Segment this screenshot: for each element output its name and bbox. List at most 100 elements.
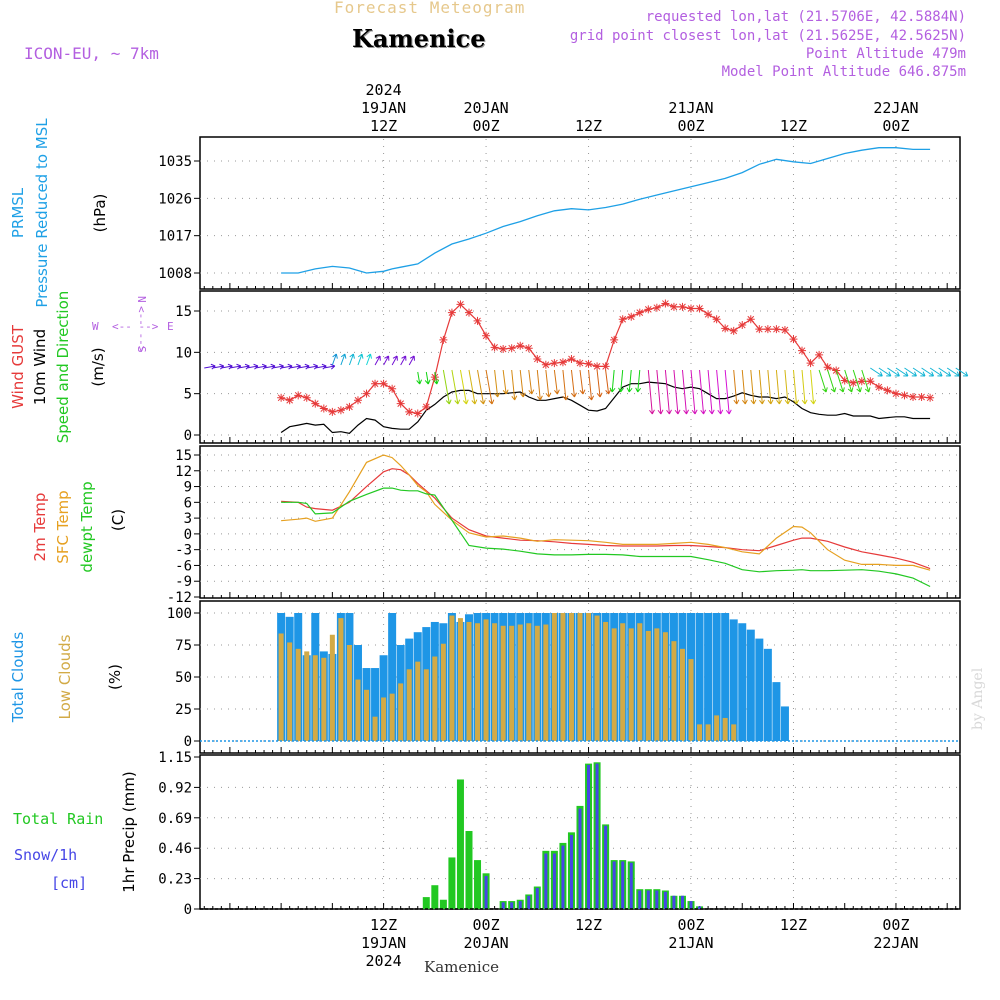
total-cloud-bar (780, 706, 789, 741)
gust-marker (311, 399, 320, 408)
low-cloud-bar (423, 669, 429, 741)
low-cloud-bar (714, 715, 720, 741)
gust-marker (661, 299, 670, 308)
compass-s: S (135, 346, 148, 353)
wind-direction-arrow (424, 371, 431, 385)
dewpoint-line (281, 487, 931, 588)
low-cloud-bar (346, 645, 352, 741)
bottom-time-label: 12Z (370, 916, 397, 934)
gust-marker (815, 350, 824, 359)
bottom-time-label: 22JAN (873, 934, 918, 952)
label-low-clouds: Low Clouds (56, 634, 74, 719)
gust-marker (900, 391, 909, 400)
gust-marker (635, 308, 644, 317)
wind-direction-arrow (844, 369, 854, 393)
rain-bar (431, 885, 439, 909)
label-wind-unit: (m/s) (89, 347, 107, 386)
wind-direction-arrow (323, 363, 336, 370)
snow-bar (484, 875, 488, 909)
low-cloud-bar (483, 619, 489, 741)
total-cloud-bar (772, 682, 781, 741)
low-cloud-bar (620, 623, 626, 741)
snow-bar (510, 902, 514, 909)
total-cloud-bar (371, 668, 380, 741)
rain-bar (465, 831, 473, 909)
low-cloud-bar (645, 630, 651, 741)
wind-direction-arrow (511, 369, 518, 401)
compass-w: W (92, 320, 99, 333)
gust-marker (499, 345, 508, 354)
snow-bar (544, 853, 548, 909)
grid-coords: grid point closest lon,lat (21.5625E, 42… (569, 28, 966, 44)
grid-lines (194, 139, 960, 910)
wind-direction-arrow (579, 369, 586, 395)
gust-marker (379, 379, 388, 388)
gust-marker (644, 305, 653, 314)
gust-marker (806, 359, 815, 368)
low-cloud-bar (551, 613, 557, 741)
label-total-clouds: Total Clouds (9, 632, 27, 724)
low-cloud-bar (705, 724, 711, 741)
total-cloud-bar (729, 619, 738, 741)
wind-direction-arrow (946, 367, 960, 377)
label-10m-wind: 10m Wind (31, 329, 49, 405)
y-tick-label-temperature: 0 (184, 527, 192, 543)
bottom-time-label: 19JAN (361, 934, 406, 952)
gust-marker (319, 404, 328, 413)
wind-direction-arrow (545, 369, 552, 398)
low-cloud-bar (500, 625, 506, 741)
gust-marker (447, 308, 456, 317)
y-tick-label-wind: 5 (184, 387, 192, 403)
gust-marker (678, 302, 687, 311)
low-cloud-bar (432, 656, 438, 741)
gust-marker (584, 359, 593, 368)
gust-marker (738, 321, 747, 330)
top-title: Forecast Meteogram (334, 0, 526, 17)
wind-direction-arrow (609, 369, 616, 393)
wind-direction-arrow (494, 369, 501, 398)
gust-marker (507, 344, 516, 353)
gust-marker (541, 360, 550, 369)
top-time-label: 21JAN (668, 99, 713, 117)
low-cloud-bar (637, 623, 643, 741)
gust-marker (883, 386, 892, 395)
wind-direction-arrow (519, 369, 526, 398)
model-altitude: Model Point Altitude 646.875m (721, 64, 966, 80)
low-cloud-bar (278, 633, 284, 741)
low-cloud-bar (662, 632, 668, 741)
gust-marker (755, 325, 764, 334)
bottom-time-label: 21JAN (668, 934, 713, 952)
wind-direction-arrow (741, 369, 748, 405)
rain-bar (456, 779, 464, 909)
wind-direction-arrow (878, 367, 892, 377)
wind-direction-arrow (562, 369, 569, 401)
label-cloud-unit: (%) (106, 664, 124, 690)
compass-e: E (167, 320, 174, 333)
y-tick-label-temperature: -3 (175, 543, 192, 559)
label-precip-unit: 1hr Precip (mm) (120, 771, 138, 892)
snow-bar (527, 895, 531, 909)
low-cloud-bar (671, 641, 677, 741)
snow-bar (604, 825, 608, 909)
gust-marker (345, 402, 354, 411)
low-cloud-bar (568, 613, 574, 741)
wind-direction-arrow (536, 369, 543, 401)
gust-marker (712, 315, 721, 324)
gust-marker (328, 407, 337, 416)
total-cloud-bar (721, 613, 730, 741)
wind-direction-arrow (681, 369, 690, 415)
y-tick-label-temperature: -12 (167, 590, 192, 606)
gust-marker (618, 315, 627, 324)
compass-ns-arrows: <-- --> (135, 306, 148, 353)
gust-marker (926, 393, 935, 402)
watermark: by Angel (970, 667, 986, 730)
snow-bar (501, 902, 505, 909)
snow-bar (680, 895, 684, 909)
bottom-time-label: 20JAN (463, 934, 508, 952)
top-time-label: 12Z (575, 117, 602, 135)
low-cloud-bar (509, 625, 515, 741)
gust-marker (593, 362, 602, 371)
snow-bar (612, 861, 616, 909)
wind-direction-arrow (605, 369, 612, 395)
